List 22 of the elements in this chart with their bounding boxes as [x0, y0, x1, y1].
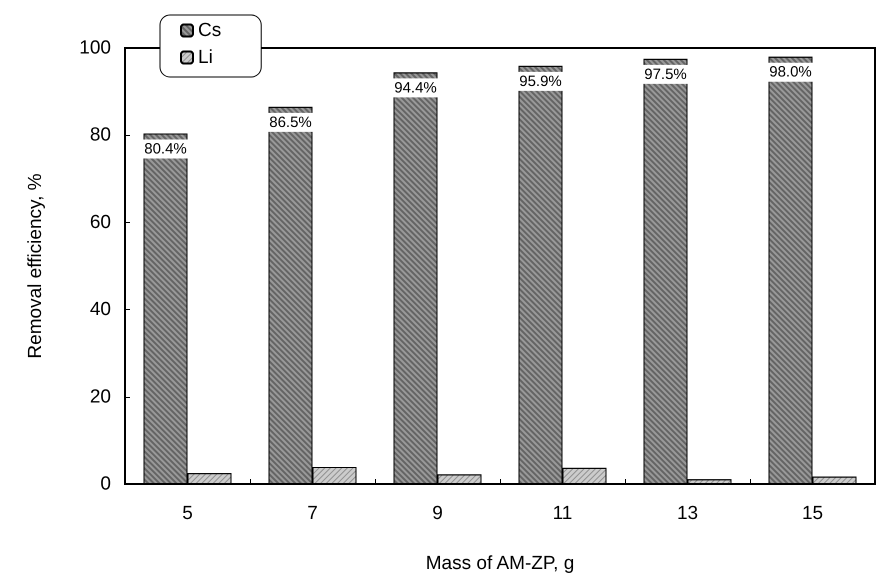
x-axis-title: Mass of AM-ZP, g	[426, 553, 574, 574]
x-tick-label: 7	[307, 503, 318, 524]
legend-label: Li	[198, 47, 213, 68]
x-tick-label: 9	[432, 503, 443, 524]
data-label: 97.5%	[644, 66, 687, 83]
x-tick-label: 13	[676, 503, 698, 524]
data-label: 98.0%	[769, 64, 812, 81]
y-tick-label: 60	[90, 212, 111, 233]
x-tick-label: 15	[802, 503, 824, 524]
legend-label: Cs	[198, 20, 222, 41]
data-label: 86.5%	[269, 114, 312, 131]
data-label: 95.9%	[519, 72, 562, 90]
y-tick-label: 40	[90, 299, 111, 320]
data-label: 80.4%	[144, 140, 187, 158]
x-tick-label: 11	[552, 503, 572, 524]
y-tick-label: 20	[90, 386, 111, 408]
x-tick-label: 5	[182, 503, 193, 524]
y-tick-label: 80	[90, 124, 111, 146]
y-axis-title: Removal efficiency, %	[25, 173, 46, 359]
y-tick-label: 100	[79, 38, 111, 58]
data-label: 94.4%	[394, 79, 437, 96]
y-tick-label: 0	[100, 474, 111, 494]
